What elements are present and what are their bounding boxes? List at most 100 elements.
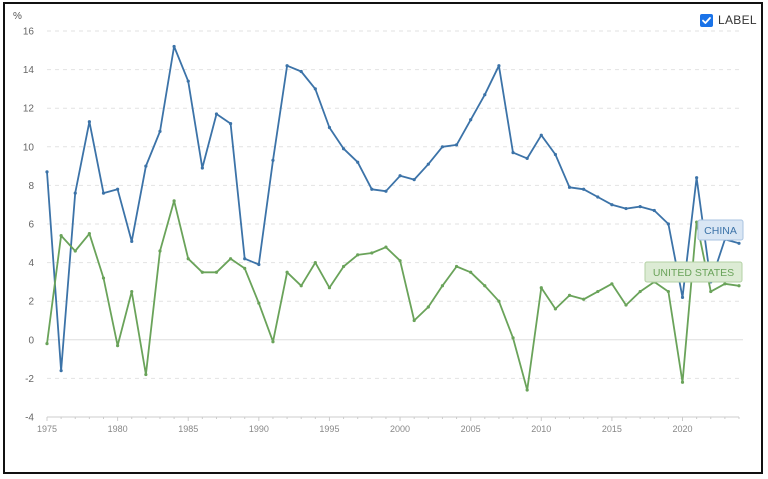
data-point bbox=[666, 222, 670, 226]
data-point bbox=[116, 187, 120, 191]
data-point bbox=[341, 147, 346, 151]
y-tick-label: -4 bbox=[25, 413, 34, 424]
series-tag-label: CHINA bbox=[704, 225, 737, 237]
data-point bbox=[73, 191, 77, 195]
data-point bbox=[737, 241, 741, 245]
data-point bbox=[469, 270, 473, 274]
x-tick-label: 2010 bbox=[531, 424, 551, 434]
y-tick-label: 8 bbox=[28, 181, 34, 192]
x-tick-label: 1975 bbox=[37, 424, 57, 434]
data-point bbox=[87, 232, 91, 236]
data-point bbox=[101, 191, 106, 195]
data-point bbox=[158, 129, 162, 133]
data-point bbox=[144, 372, 148, 377]
checkbox-checked-icon[interactable] bbox=[700, 13, 713, 27]
data-point bbox=[101, 276, 106, 280]
data-point bbox=[257, 301, 261, 305]
data-point bbox=[454, 264, 459, 269]
data-point bbox=[525, 388, 529, 392]
data-point bbox=[200, 166, 204, 170]
data-point bbox=[454, 143, 459, 147]
y-tick-label: 6 bbox=[28, 220, 34, 231]
y-tick-label: -2 bbox=[25, 374, 34, 385]
data-point bbox=[709, 289, 713, 294]
data-point bbox=[680, 295, 685, 299]
data-point bbox=[553, 152, 558, 157]
x-tick-label: 1980 bbox=[108, 424, 128, 434]
data-point bbox=[638, 205, 642, 209]
data-point bbox=[638, 289, 642, 294]
data-point bbox=[73, 249, 77, 253]
series-tag: UNITED STATES bbox=[644, 261, 743, 283]
series-tag-label: UNITED STATES bbox=[653, 267, 734, 279]
y-tick-label: 14 bbox=[23, 65, 35, 76]
label-toggle-text: LABEL bbox=[718, 13, 757, 27]
data-point bbox=[243, 266, 247, 270]
data-point bbox=[483, 284, 487, 288]
data-point bbox=[214, 112, 219, 116]
data-point bbox=[299, 284, 303, 288]
data-point bbox=[144, 164, 148, 168]
data-point bbox=[440, 145, 445, 149]
data-point bbox=[497, 64, 501, 68]
data-point bbox=[356, 160, 360, 164]
x-tick-label: 1985 bbox=[178, 424, 198, 434]
data-point bbox=[59, 233, 63, 238]
y-axis-unit-label: % bbox=[13, 11, 22, 22]
y-tick-label: 12 bbox=[23, 104, 35, 115]
label-toggle[interactable]: LABEL bbox=[700, 13, 757, 27]
axes: -4 -2 0 2 4 6 8 10 12 14 16 1975 1980 1985 1990 1995 200… bbox=[23, 27, 740, 434]
data-point bbox=[680, 380, 685, 384]
data-point bbox=[398, 259, 402, 263]
data-point bbox=[299, 69, 303, 74]
data-point bbox=[327, 286, 332, 290]
data-point bbox=[525, 156, 529, 160]
data-point bbox=[511, 150, 515, 155]
data-point bbox=[539, 286, 543, 290]
x-tick-label: 2005 bbox=[461, 424, 481, 434]
data-point bbox=[582, 297, 586, 301]
data-point bbox=[186, 79, 190, 83]
data-point bbox=[285, 64, 289, 68]
data-point bbox=[59, 369, 63, 373]
series-tag-box bbox=[697, 219, 744, 241]
data-point bbox=[567, 185, 572, 189]
x-tick-label: 2020 bbox=[672, 424, 692, 434]
data-point bbox=[440, 284, 445, 288]
data-point bbox=[327, 125, 332, 130]
data-point bbox=[666, 289, 670, 294]
data-point bbox=[356, 253, 360, 257]
data-point bbox=[497, 299, 501, 303]
data-point bbox=[384, 245, 388, 249]
data-point bbox=[158, 249, 162, 253]
data-point bbox=[695, 220, 699, 224]
data-point bbox=[426, 305, 430, 309]
data-point bbox=[271, 340, 275, 344]
data-point bbox=[313, 261, 317, 265]
data-point bbox=[370, 251, 374, 255]
series-line-china bbox=[46, 45, 740, 372]
data-point bbox=[285, 270, 289, 274]
data-point bbox=[553, 307, 558, 311]
y-tick-label: 0 bbox=[28, 335, 34, 346]
data-point bbox=[610, 203, 614, 207]
data-point bbox=[130, 289, 134, 294]
y-tick-label: 4 bbox=[28, 258, 34, 269]
data-point bbox=[45, 342, 49, 346]
series-line-united-states bbox=[46, 199, 740, 391]
data-point bbox=[596, 289, 600, 294]
data-point bbox=[737, 284, 741, 288]
series-tag: CHINA bbox=[697, 219, 744, 241]
y-tick-label: 2 bbox=[28, 297, 34, 308]
data-point bbox=[426, 162, 430, 166]
data-point bbox=[483, 93, 487, 97]
data-point bbox=[652, 208, 656, 213]
data-point bbox=[695, 176, 699, 180]
data-point bbox=[172, 199, 176, 203]
data-point bbox=[130, 239, 134, 243]
data-point bbox=[398, 174, 402, 178]
data-point bbox=[172, 44, 176, 49]
data-point bbox=[384, 189, 388, 193]
x-tick-label: 2015 bbox=[602, 424, 622, 434]
